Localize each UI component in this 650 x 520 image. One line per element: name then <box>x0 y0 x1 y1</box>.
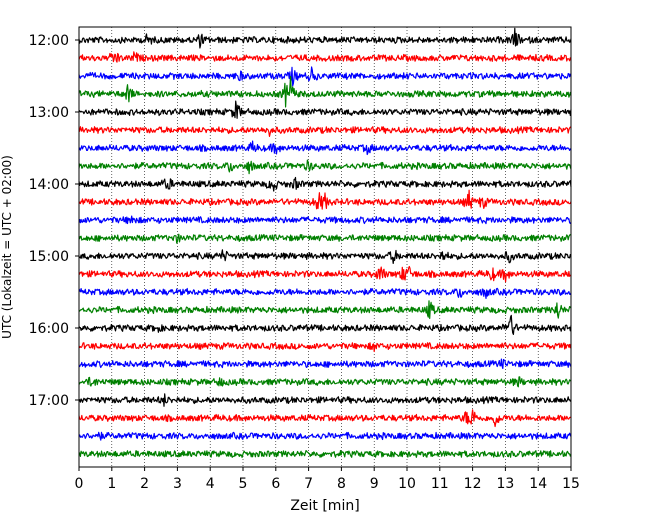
plot-frame <box>78 26 572 468</box>
x-tick-label: 14 <box>529 476 547 492</box>
trace-1500 <box>78 249 572 264</box>
trace-1430 <box>78 215 572 225</box>
trace-1345 <box>78 159 572 175</box>
axes: 0 1 2 3 4 5 6 7 8 9 10 11 12 13 14 1512:0013:0014:0015:… <box>29 33 580 492</box>
y-tick-label: 14:00 <box>29 177 69 193</box>
x-tick-label: 1 <box>107 476 116 492</box>
trace-1745 <box>78 450 572 458</box>
trace-1645 <box>78 376 572 388</box>
trace-1630 <box>78 358 572 369</box>
trace-1400 <box>78 176 572 192</box>
y-tick-label: 16:00 <box>29 321 69 337</box>
trace-1700 <box>78 393 572 407</box>
x-tick-label: 10 <box>398 476 416 492</box>
trace-1245 <box>78 75 572 108</box>
trace-1715 <box>78 409 572 428</box>
traces <box>78 27 572 458</box>
trace-1600 <box>78 314 572 335</box>
y-tick-label: 17:00 <box>29 393 69 409</box>
x-tick-label: 7 <box>304 476 313 492</box>
x-tick-label: 5 <box>239 476 248 492</box>
trace-1530 <box>78 287 572 299</box>
x-tick-label: 13 <box>496 476 514 492</box>
y-axis-label: UTC (Lokalzeit = UTC + 02:00) <box>0 155 14 339</box>
x-tick-label: 15 <box>562 476 580 492</box>
x-tick-label: 9 <box>370 476 379 492</box>
y-tick-label: 13:00 <box>29 105 69 121</box>
x-axis-label: Zeit [min] <box>290 498 359 514</box>
x-tick-label: 11 <box>431 476 449 492</box>
trace-1415 <box>78 189 572 210</box>
trace-1200 <box>78 27 572 49</box>
y-tick-label: 15:00 <box>29 249 69 265</box>
trace-1545 <box>78 300 572 320</box>
trace-1315 <box>78 125 572 137</box>
x-tick-label: 6 <box>271 476 280 492</box>
x-tick-label: 8 <box>337 476 346 492</box>
x-tick-label: 0 <box>75 476 84 492</box>
trace-1515 <box>78 265 572 283</box>
trace-1215 <box>78 51 572 63</box>
x-tick-label: 2 <box>140 476 149 492</box>
trace-1300 <box>78 100 572 119</box>
x-tick-label: 4 <box>206 476 215 492</box>
trace-1230 <box>78 66 572 87</box>
trace-1615 <box>78 342 572 353</box>
trace-1330 <box>78 140 572 156</box>
y-tick-label: 12:00 <box>29 33 69 49</box>
x-tick-label: 12 <box>464 476 482 492</box>
x-tick-label: 3 <box>173 476 182 492</box>
trace-1445 <box>78 233 572 244</box>
trace-1730 <box>78 431 572 441</box>
